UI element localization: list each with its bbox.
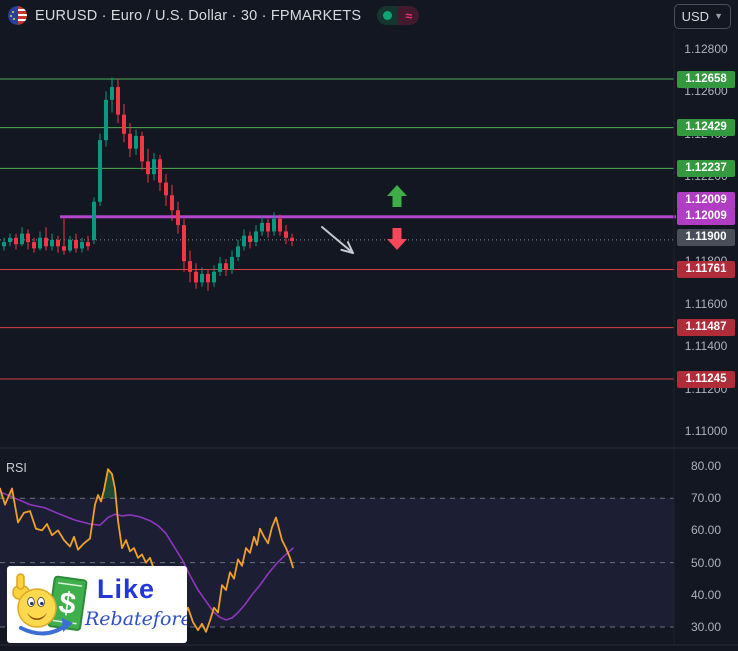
candle-body bbox=[14, 237, 18, 245]
candle-body bbox=[248, 235, 252, 243]
price-axis-tick: 1.11000 bbox=[684, 424, 728, 439]
svg-text:$: $ bbox=[57, 586, 78, 621]
market-open-dot-icon[interactable] bbox=[377, 6, 399, 25]
candle-body bbox=[272, 218, 276, 232]
symbol-title[interactable]: EURUSD · Euro / U.S. Dollar · 30 · FPMAR… bbox=[35, 7, 362, 24]
rsi-axis-tick: 50.00 bbox=[690, 555, 722, 570]
candle-body bbox=[104, 99, 108, 141]
candle-body bbox=[284, 231, 288, 238]
purple-resistance-line[interactable] bbox=[60, 215, 676, 219]
price-axis-tick: 1.12600 bbox=[684, 84, 728, 99]
price-axis-tick: 1.12800 bbox=[684, 41, 728, 56]
candle-body bbox=[146, 161, 150, 175]
price-badge-red: 1.11487 bbox=[677, 319, 735, 337]
rsi-axis-tick: 30.00 bbox=[690, 620, 722, 634]
up-arrow-icon[interactable] bbox=[387, 185, 407, 207]
candle-body bbox=[56, 239, 60, 247]
candle-body bbox=[224, 263, 228, 270]
price-badge-red: 1.11245 bbox=[677, 370, 735, 388]
rsi-indicator-label[interactable]: RSI bbox=[6, 461, 27, 475]
rebateforex-logo: $ Like Rebateforex bbox=[7, 566, 187, 643]
candle-body bbox=[122, 114, 126, 134]
candle-body bbox=[62, 246, 66, 251]
candle-body bbox=[158, 159, 162, 183]
price-badge-red: 1.11761 bbox=[677, 260, 735, 278]
rsi-axis-tick: 60.00 bbox=[690, 523, 722, 538]
candle-body bbox=[254, 231, 258, 243]
price-badge-green: 1.12658 bbox=[677, 70, 735, 88]
logo-text-rebateforex: Rebateforex bbox=[85, 608, 187, 630]
candle-body bbox=[164, 182, 168, 196]
candle-body bbox=[98, 140, 102, 202]
symbol-legend: EURUSD · Euro / U.S. Dollar · 30 · FPMAR… bbox=[8, 6, 420, 25]
candle-body bbox=[290, 237, 294, 241]
rsi-axis-tick: 70.00 bbox=[690, 491, 722, 506]
price-badge-green: 1.12429 bbox=[677, 119, 735, 137]
candle-body bbox=[236, 246, 240, 257]
price-badge-gray: 1.11900 bbox=[677, 229, 735, 247]
price-badge-purple: 1.12009 bbox=[677, 192, 735, 210]
candle-body bbox=[50, 239, 54, 247]
candle-body bbox=[176, 210, 180, 226]
candle-body bbox=[242, 235, 246, 247]
rsi-axis-tick: 40.00 bbox=[690, 587, 722, 602]
market-status-pill: ≈ bbox=[377, 6, 420, 25]
candle-body bbox=[206, 273, 210, 283]
rebateforex-logo-graphic: $ bbox=[12, 573, 88, 636]
candle-body bbox=[212, 271, 216, 283]
candle-body bbox=[218, 263, 222, 272]
candle-body bbox=[194, 271, 198, 283]
currency-dropdown[interactable]: USD ▼ bbox=[673, 4, 731, 29]
down-arrow-icon[interactable] bbox=[387, 228, 407, 250]
rsi-ma-line bbox=[0, 490, 294, 621]
price-axis-tick: 1.11600 bbox=[684, 296, 728, 311]
candle-body bbox=[92, 201, 96, 240]
candle-body bbox=[200, 273, 204, 283]
candle-body bbox=[80, 242, 84, 249]
candle-body bbox=[140, 135, 144, 162]
candle-body bbox=[278, 218, 282, 232]
candle-body bbox=[128, 133, 132, 149]
rsi-axis-tick: 80.00 bbox=[690, 459, 722, 473]
diagonal-arrow[interactable] bbox=[321, 226, 354, 254]
candle-body bbox=[26, 233, 30, 243]
candle-body bbox=[182, 225, 186, 262]
candle-body bbox=[110, 87, 114, 100]
logo-text-like: Like bbox=[97, 574, 156, 604]
candle-body bbox=[86, 242, 90, 247]
price-axis[interactable]: 1.128001.126001.124001.122001.120001.118… bbox=[674, 0, 738, 651]
candle-body bbox=[266, 222, 270, 232]
chevron-down-icon: ▼ bbox=[714, 10, 723, 21]
candle-body bbox=[44, 237, 48, 247]
price-badge-purple: 1.12009 bbox=[677, 208, 735, 226]
price-badge-green: 1.12237 bbox=[677, 159, 735, 177]
candle-body bbox=[20, 233, 24, 245]
candle-body bbox=[32, 242, 36, 249]
candle-body bbox=[260, 222, 264, 232]
candle-body bbox=[230, 256, 234, 270]
candle-body bbox=[68, 239, 72, 251]
candle-body bbox=[2, 242, 6, 247]
candle-body bbox=[134, 135, 138, 149]
candle-body bbox=[152, 159, 156, 175]
price-axis-tick: 1.11400 bbox=[684, 339, 728, 354]
candle-body bbox=[8, 237, 12, 243]
candle-body bbox=[38, 237, 42, 249]
candle-body bbox=[170, 195, 174, 211]
candle-body bbox=[116, 87, 120, 115]
diagonal-arrowhead bbox=[340, 241, 354, 254]
delayed-data-icon[interactable]: ≈ bbox=[398, 6, 420, 25]
currency-dropdown-label: USD bbox=[681, 9, 710, 24]
candle-body bbox=[188, 261, 192, 272]
candle-body bbox=[74, 239, 78, 249]
symbol-flag-icon bbox=[8, 6, 27, 25]
